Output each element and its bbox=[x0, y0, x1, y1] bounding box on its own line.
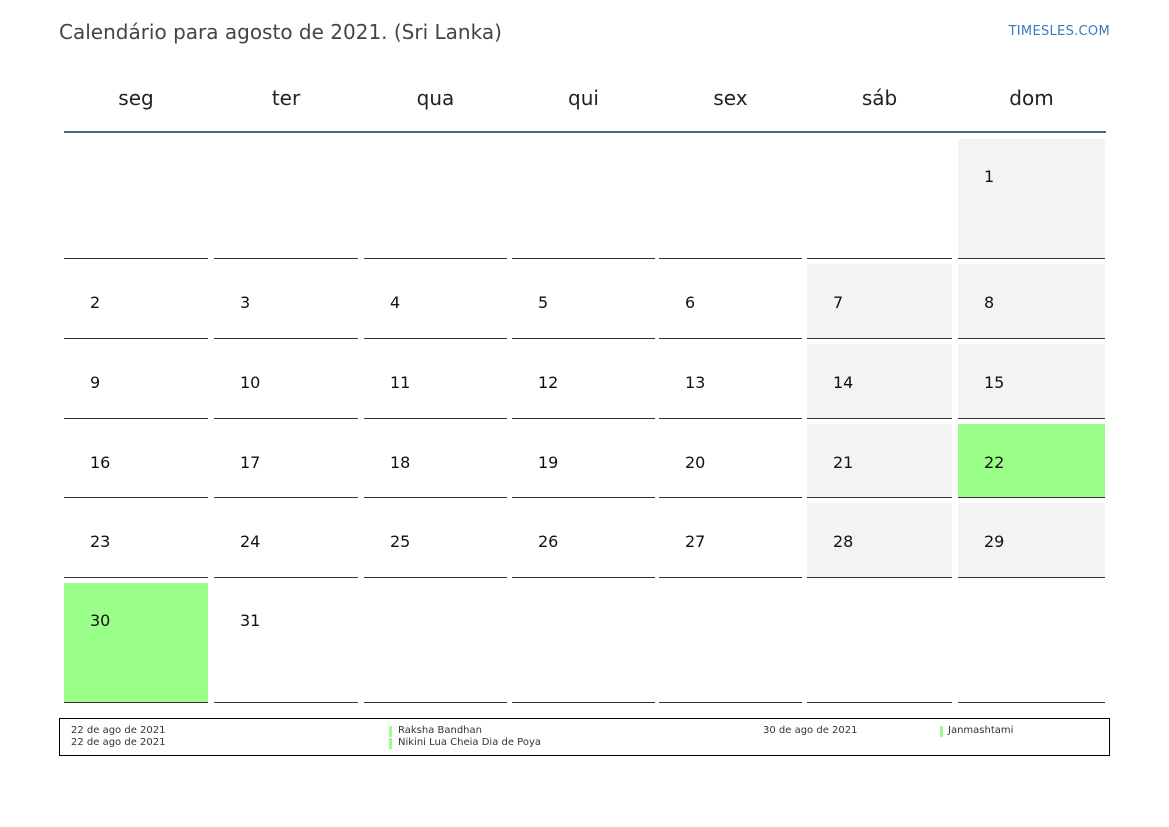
page-title: Calendário para agosto de 2021. (Sri Lan… bbox=[59, 20, 502, 44]
empty-day-cell bbox=[364, 139, 507, 259]
day-cell[interactable]: 18 bbox=[364, 424, 507, 498]
day-cell[interactable]: 22 bbox=[958, 424, 1105, 498]
day-cell[interactable]: 23 bbox=[64, 503, 208, 578]
day-number: 19 bbox=[538, 453, 559, 472]
day-cell[interactable]: 24 bbox=[214, 503, 358, 578]
day-cell[interactable]: 20 bbox=[659, 424, 802, 498]
day-cell[interactable]: 3 bbox=[214, 264, 358, 339]
legend-color-marker bbox=[389, 738, 392, 749]
empty-day-cell bbox=[807, 583, 952, 703]
legend-date: 22 de ago de 2021 bbox=[71, 737, 166, 748]
day-number: 12 bbox=[538, 373, 559, 392]
day-cell[interactable]: 1 bbox=[958, 139, 1105, 259]
day-cell[interactable]: 9 bbox=[64, 344, 208, 419]
day-cell[interactable]: 25 bbox=[364, 503, 507, 578]
header-divider bbox=[64, 131, 1106, 133]
day-number: 7 bbox=[833, 293, 844, 312]
legend-color-marker bbox=[940, 726, 943, 737]
day-number: 18 bbox=[390, 453, 411, 472]
legend-holiday-name: Janmashtami bbox=[948, 725, 1014, 736]
day-cell[interactable]: 31 bbox=[214, 583, 358, 703]
day-number: 4 bbox=[390, 293, 401, 312]
weekday-label: seg bbox=[118, 86, 154, 110]
day-cell[interactable]: 2 bbox=[64, 264, 208, 339]
day-number: 15 bbox=[984, 373, 1005, 392]
day-cell[interactable]: 17 bbox=[214, 424, 358, 498]
weekday-label: dom bbox=[1009, 86, 1054, 110]
day-number: 20 bbox=[685, 453, 706, 472]
weekday-label: ter bbox=[271, 86, 301, 110]
day-cell[interactable]: 12 bbox=[512, 344, 655, 419]
day-number: 30 bbox=[90, 611, 111, 630]
day-cell[interactable]: 26 bbox=[512, 503, 655, 578]
day-number: 10 bbox=[240, 373, 261, 392]
legend-date: 30 de ago de 2021 bbox=[763, 725, 858, 736]
day-number: 2 bbox=[90, 293, 101, 312]
day-cell[interactable]: 6 bbox=[659, 264, 802, 339]
empty-day-cell bbox=[364, 583, 507, 703]
day-cell[interactable]: 4 bbox=[364, 264, 507, 339]
day-cell[interactable]: 15 bbox=[958, 344, 1105, 419]
day-cell[interactable]: 5 bbox=[512, 264, 655, 339]
day-number: 16 bbox=[90, 453, 111, 472]
day-number: 8 bbox=[984, 293, 995, 312]
day-cell[interactable]: 8 bbox=[958, 264, 1105, 339]
day-number: 14 bbox=[833, 373, 854, 392]
day-number: 26 bbox=[538, 532, 559, 551]
legend-holiday-name: Raksha Bandhan bbox=[398, 725, 482, 736]
empty-day-cell bbox=[958, 583, 1105, 703]
day-number: 24 bbox=[240, 532, 261, 551]
day-number: 11 bbox=[390, 373, 411, 392]
day-number: 5 bbox=[538, 293, 549, 312]
day-cell[interactable]: 29 bbox=[958, 503, 1105, 578]
day-cell[interactable]: 28 bbox=[807, 503, 952, 578]
holiday-legend: 22 de ago de 2021 22 de ago de 2021 Raks… bbox=[59, 718, 1110, 756]
day-number: 25 bbox=[390, 532, 411, 551]
legend-holiday-name: Nikini Lua Cheia Dia de Poya bbox=[398, 737, 542, 748]
empty-day-cell bbox=[659, 583, 802, 703]
legend-date: 22 de ago de 2021 bbox=[71, 725, 166, 736]
day-cell[interactable]: 14 bbox=[807, 344, 952, 419]
weekday-label: sex bbox=[713, 86, 748, 110]
day-cell[interactable]: 16 bbox=[64, 424, 208, 498]
day-number: 9 bbox=[90, 373, 101, 392]
day-number: 17 bbox=[240, 453, 261, 472]
day-number: 6 bbox=[685, 293, 696, 312]
day-number: 13 bbox=[685, 373, 706, 392]
weekday-label: qui bbox=[568, 86, 599, 110]
empty-day-cell bbox=[659, 139, 802, 259]
day-cell[interactable]: 13 bbox=[659, 344, 802, 419]
day-number: 29 bbox=[984, 532, 1005, 551]
weekday-label: sáb bbox=[861, 86, 898, 110]
weekday-label: qua bbox=[416, 86, 455, 110]
legend-color-marker bbox=[389, 726, 392, 737]
day-number: 1 bbox=[984, 167, 995, 186]
day-number: 23 bbox=[90, 532, 111, 551]
day-cell[interactable]: 30 bbox=[64, 583, 208, 703]
day-number: 31 bbox=[240, 611, 261, 630]
brand-link[interactable]: TIMESLES.COM bbox=[1008, 24, 1110, 39]
day-cell[interactable]: 7 bbox=[807, 264, 952, 339]
empty-day-cell bbox=[64, 139, 208, 259]
day-number: 28 bbox=[833, 532, 854, 551]
day-number: 27 bbox=[685, 532, 706, 551]
empty-day-cell bbox=[214, 139, 358, 259]
empty-day-cell bbox=[512, 583, 655, 703]
day-cell[interactable]: 21 bbox=[807, 424, 952, 498]
day-cell[interactable]: 19 bbox=[512, 424, 655, 498]
day-cell[interactable]: 11 bbox=[364, 344, 507, 419]
day-number: 3 bbox=[240, 293, 251, 312]
empty-day-cell bbox=[512, 139, 655, 259]
day-number: 21 bbox=[833, 453, 854, 472]
empty-day-cell bbox=[807, 139, 952, 259]
day-cell[interactable]: 10 bbox=[214, 344, 358, 419]
day-number: 22 bbox=[984, 453, 1005, 472]
day-cell[interactable]: 27 bbox=[659, 503, 802, 578]
